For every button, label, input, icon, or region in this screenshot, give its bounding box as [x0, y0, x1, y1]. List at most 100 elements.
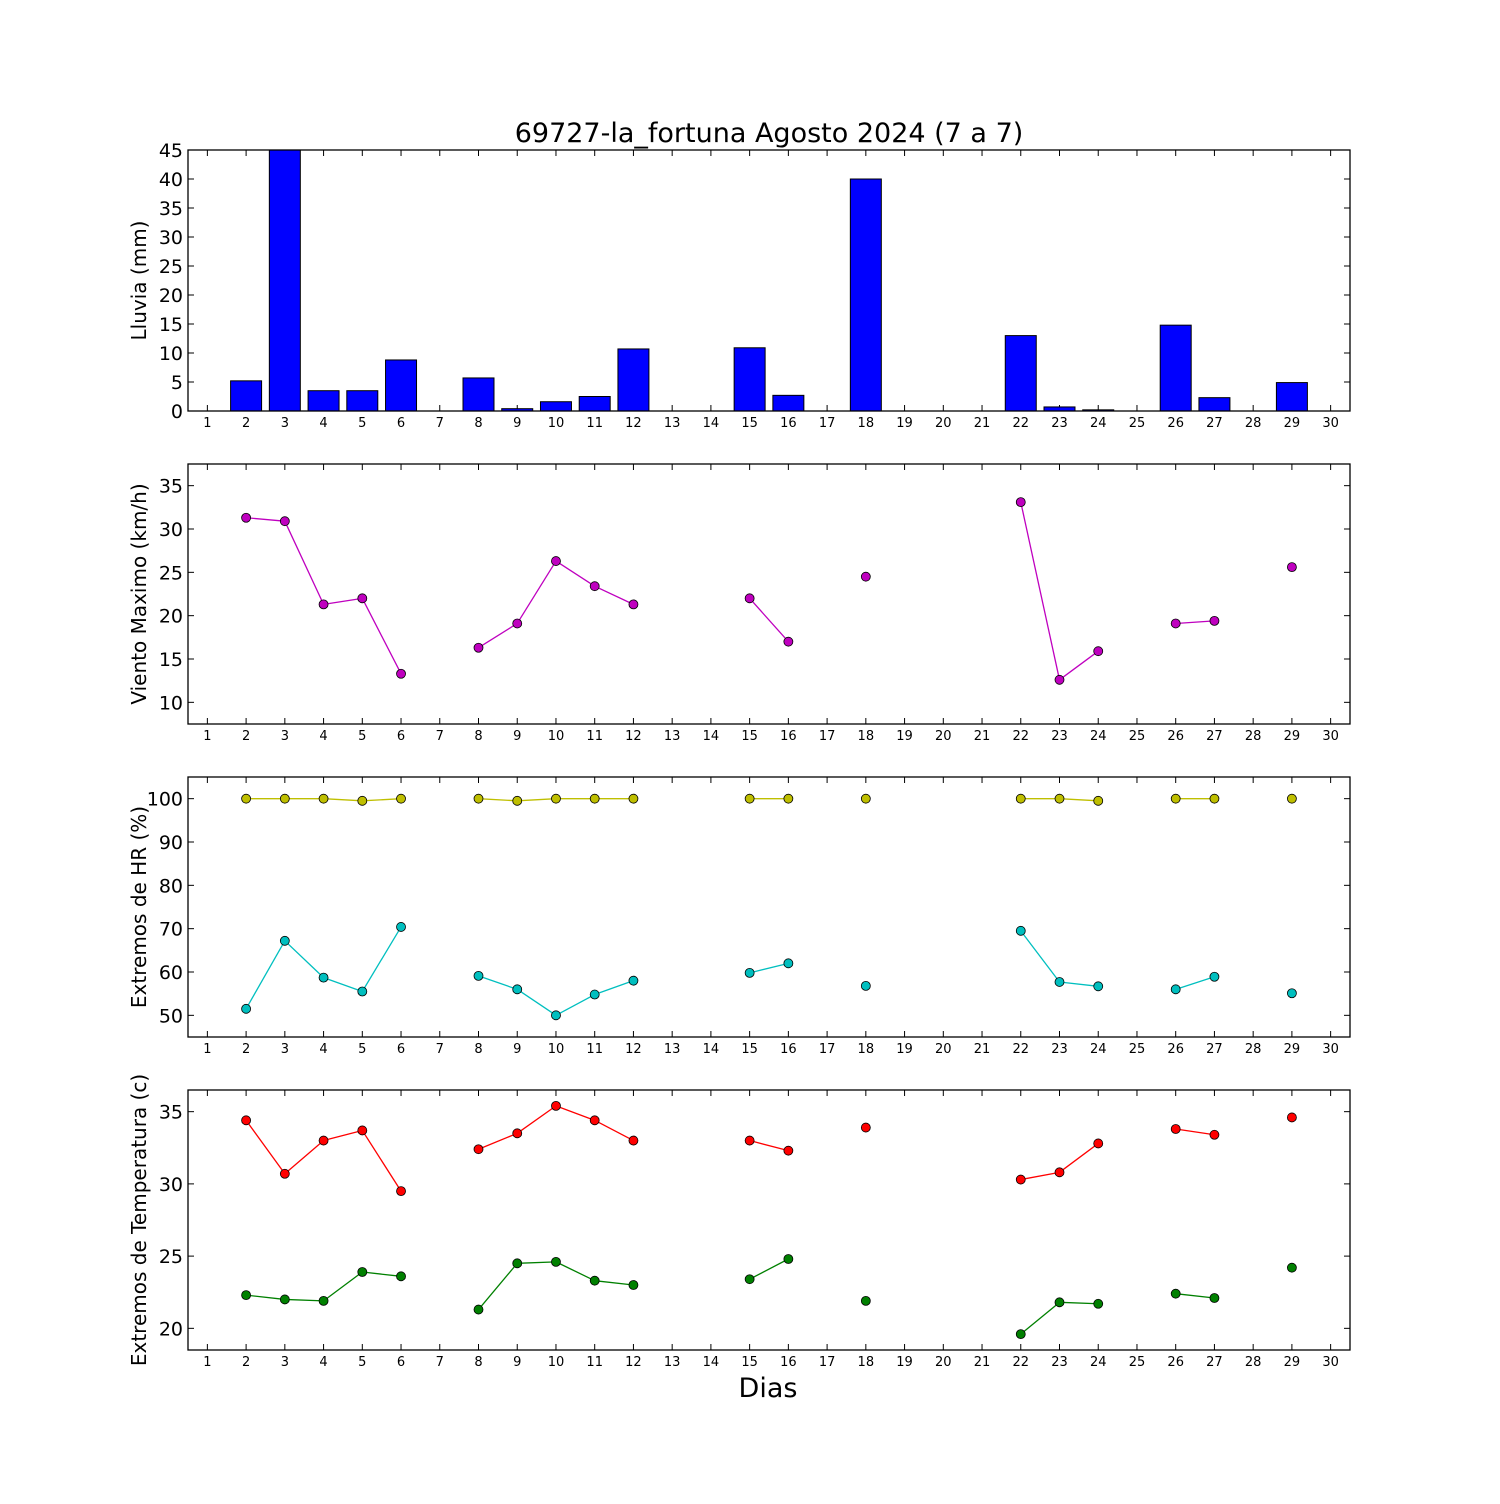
- x-tick-label: 24: [1090, 416, 1107, 431]
- x-tick-label: 29: [1284, 1042, 1301, 1057]
- series-1-point-day-8: [473, 793, 484, 804]
- x-tick-label: 1: [203, 416, 211, 431]
- series-1-segment: [323, 597, 363, 606]
- series-2-point-day-29: [1287, 1262, 1297, 1273]
- y-tick-label: 35: [159, 1102, 183, 1124]
- x-tick-label: 30: [1322, 416, 1339, 431]
- x-tick-label: 13: [664, 1355, 681, 1370]
- series-2-point-day-24: [1093, 981, 1104, 992]
- x-tick-label: 7: [436, 416, 444, 431]
- series-1-point-day-23: [1054, 674, 1065, 685]
- series-1-point-day-2: [241, 793, 252, 804]
- x-tick-label: 1: [203, 1355, 211, 1370]
- series-2-segment: [516, 988, 557, 1016]
- series-2-segment: [749, 962, 789, 974]
- x-tick-label: 17: [819, 1355, 836, 1370]
- x-tick-label: 8: [474, 729, 482, 744]
- x-tick-label: 24: [1090, 1042, 1107, 1057]
- series-2-point-day-4: [318, 972, 329, 983]
- y-tick-label: 50: [159, 1005, 183, 1027]
- series-1-point-day-12: [628, 599, 639, 610]
- series-1-segment: [594, 1119, 634, 1142]
- series-1-point-day-18: [860, 1122, 871, 1133]
- x-tick-label: 25: [1129, 416, 1146, 431]
- series-1-point-day-16: [783, 1145, 794, 1156]
- series-1-point-day-2: [241, 1115, 252, 1126]
- series-1-segment: [749, 1139, 789, 1152]
- series-2-point-day-23: [1054, 977, 1065, 987]
- x-tick-label: 7: [436, 1042, 444, 1057]
- series-2-point-day-9: [512, 984, 523, 995]
- series-1-segment: [1175, 620, 1215, 625]
- series-1-point-day-5: [357, 1125, 368, 1136]
- y-tick-label: 15: [159, 649, 183, 671]
- series-1-point-day-10: [551, 1100, 561, 1111]
- x-tick-label: 15: [741, 729, 758, 744]
- x-axis-label: Dias: [739, 1373, 798, 1404]
- series-1-point-day-23: [1054, 793, 1065, 804]
- y-tick-label: 5: [171, 372, 183, 394]
- series-1-point-day-16: [783, 636, 794, 647]
- y-tick-label: 25: [159, 562, 183, 584]
- y-tick-label: 25: [159, 256, 183, 278]
- bar-day-6: [385, 359, 418, 412]
- series-1-segment: [555, 1105, 595, 1121]
- y-axis-label: Lluvia (mm): [127, 221, 151, 341]
- x-tick-label: 12: [625, 416, 642, 431]
- bar-day-18: [849, 178, 882, 412]
- series-1-point-day-29: [1287, 793, 1297, 804]
- series-1-point-day-6: [396, 1186, 406, 1197]
- series-1-segment: [284, 520, 325, 605]
- series-2-point-day-12: [628, 1280, 639, 1290]
- x-tick-label: 16: [780, 1355, 797, 1370]
- series-1-point-day-12: [628, 1135, 639, 1146]
- x-tick-label: 28: [1245, 1042, 1262, 1057]
- series-1-point-day-2: [241, 512, 252, 523]
- y-tick-label: 20: [159, 285, 183, 307]
- y-axis-label: Extremos de Temperatura (c): [127, 1074, 151, 1366]
- y-tick-label: 20: [159, 606, 183, 628]
- x-tick-label: 3: [281, 1042, 289, 1057]
- series-1-point-day-15: [744, 793, 755, 804]
- series-1-point-day-9: [512, 1128, 523, 1139]
- series-2-point-day-4: [318, 1295, 329, 1306]
- series-2-point-day-2: [241, 1003, 252, 1014]
- bar-day-26: [1159, 324, 1192, 412]
- bar-day-11: [578, 396, 611, 412]
- series-1-point-day-24: [1093, 646, 1104, 657]
- series-2-point-day-11: [589, 989, 600, 1000]
- x-tick-label: 28: [1245, 1355, 1262, 1370]
- bar-day-16: [772, 394, 805, 412]
- series-1-segment: [1175, 1128, 1215, 1136]
- series-2-segment: [594, 980, 634, 996]
- series-1-point-day-15: [744, 1135, 755, 1146]
- series-2-point-day-2: [241, 1290, 252, 1301]
- x-tick-label: 1: [203, 1042, 211, 1057]
- x-tick-label: 18: [858, 416, 875, 431]
- series-1-point-day-27: [1209, 615, 1220, 626]
- x-tick-label: 13: [664, 416, 681, 431]
- x-tick-label: 16: [780, 416, 797, 431]
- series-2-segment: [323, 977, 363, 993]
- x-tick-label: 20: [935, 729, 952, 744]
- x-tick-label: 30: [1322, 729, 1339, 744]
- y-tick-label: 90: [159, 832, 183, 854]
- x-tick-label: 6: [397, 1042, 405, 1057]
- series-2-segment: [361, 926, 402, 992]
- series-1-point-day-24: [1093, 795, 1104, 806]
- series-1-point-day-26: [1170, 793, 1181, 804]
- x-tick-label: 20: [935, 1042, 952, 1057]
- x-tick-label: 23: [1051, 729, 1068, 744]
- series-2-point-day-29: [1287, 988, 1297, 999]
- x-tick-label: 12: [625, 1042, 642, 1057]
- x-tick-label: 17: [819, 1042, 836, 1057]
- x-tick-label: 23: [1051, 1042, 1068, 1057]
- x-tick-label: 1: [203, 729, 211, 744]
- x-tick-label: 12: [625, 1355, 642, 1370]
- series-2-point-day-3: [279, 935, 290, 946]
- series-1-segment: [284, 1140, 324, 1175]
- series-1-segment: [362, 798, 402, 802]
- series-1-segment: [555, 560, 596, 587]
